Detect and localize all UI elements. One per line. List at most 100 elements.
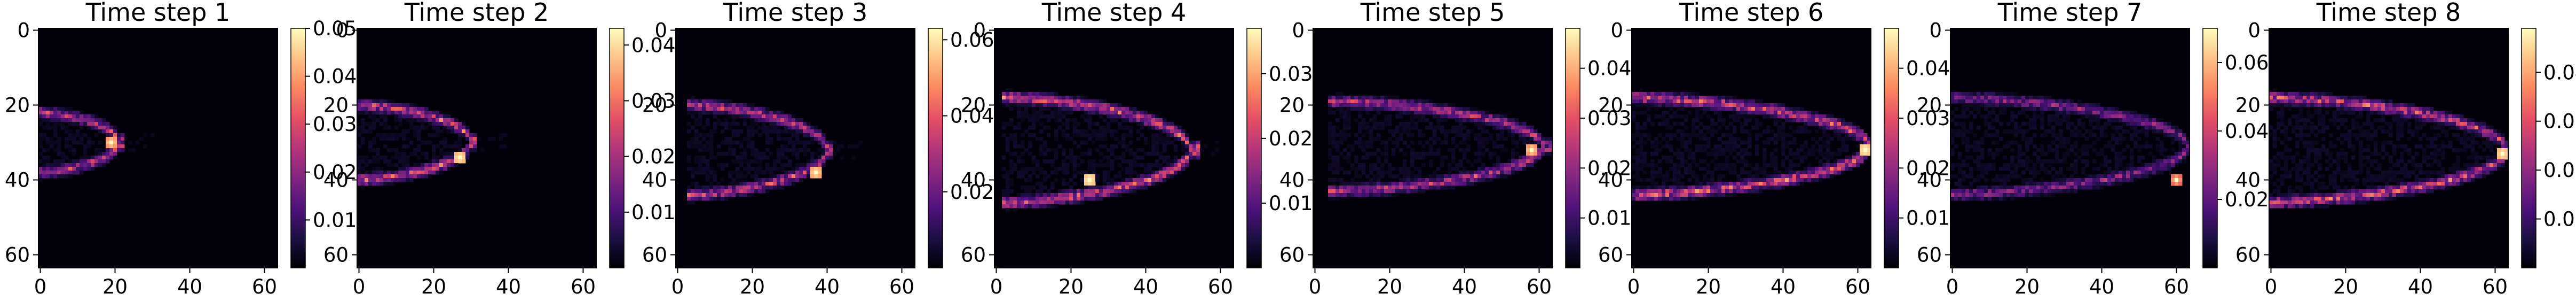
heatmap-cell xyxy=(421,114,425,119)
heatmap-cell xyxy=(1181,163,1186,167)
heatmap-cell xyxy=(1339,152,1344,156)
heatmap-cell xyxy=(1099,137,1103,141)
heatmap-cell xyxy=(1807,152,1812,156)
heatmap-cell xyxy=(451,129,455,134)
heatmap-cell xyxy=(2048,129,2052,134)
heatmap-cell xyxy=(1062,163,1066,167)
heatmap-cell xyxy=(1350,99,1355,104)
heatmap-cell xyxy=(1526,133,1530,137)
heatmap-cell xyxy=(1680,197,1685,201)
heatmap-cell xyxy=(803,163,807,167)
heatmap-cell xyxy=(2175,174,2179,179)
heatmap-cell xyxy=(1733,118,1737,122)
heatmap-cell xyxy=(1815,178,1819,182)
heatmap-cell xyxy=(1043,159,1047,164)
heatmap-cell xyxy=(2171,129,2175,134)
heatmap-cell xyxy=(1170,171,1174,175)
heatmap-cell xyxy=(1362,141,1366,145)
heatmap-cell xyxy=(1654,103,1658,107)
heatmap-cell xyxy=(799,126,803,130)
heatmap-cell xyxy=(1725,99,1729,104)
heatmap-cell xyxy=(1136,163,1141,167)
heatmap-cell xyxy=(724,141,729,145)
heatmap-cell xyxy=(1744,114,1748,119)
heatmap-cell xyxy=(2044,103,2048,107)
heatmap-cell xyxy=(1129,107,1133,111)
heatmap-cell xyxy=(2006,96,2011,100)
heatmap-cell xyxy=(1103,174,1107,179)
heatmap-cell xyxy=(721,163,725,167)
heatmap-cell xyxy=(1354,189,1358,194)
heatmap-cell xyxy=(1332,186,1336,190)
heatmap-cell xyxy=(1021,99,1025,104)
heatmap-cell xyxy=(1635,99,1640,104)
heatmap-cell xyxy=(1639,103,1643,107)
heatmap-cell xyxy=(2137,122,2142,126)
heatmap-cell xyxy=(1684,99,1688,104)
heatmap-cell xyxy=(2171,137,2175,141)
heatmap-cell xyxy=(469,133,473,137)
heatmap-cell xyxy=(1159,167,1163,171)
heatmap-cell xyxy=(1077,171,1081,175)
heatmap-cell xyxy=(477,137,481,141)
heatmap-cell xyxy=(1763,171,1767,175)
heatmap-cell xyxy=(2081,103,2085,107)
heatmap-cell xyxy=(2092,167,2097,171)
heatmap-cell xyxy=(1144,163,1148,167)
heatmap-cell xyxy=(717,182,721,186)
heatmap-cell xyxy=(413,103,417,107)
heatmap-cell xyxy=(1796,182,1800,186)
heatmap-cell xyxy=(702,144,706,149)
heatmap-cell xyxy=(1770,107,1774,111)
heatmap-cell xyxy=(1669,137,1673,141)
x-tick-label: 20 xyxy=(1377,275,1402,298)
heatmap-cell xyxy=(1118,156,1122,160)
heatmap-cell xyxy=(1763,129,1767,134)
heatmap-cell xyxy=(1047,92,1051,96)
heatmap-cell xyxy=(728,103,732,107)
heatmap-cell xyxy=(1740,129,1744,134)
heatmap-cell xyxy=(383,99,388,104)
heatmap-cell xyxy=(1995,118,2000,122)
heatmap-cell xyxy=(698,118,702,122)
heatmap-cell xyxy=(1692,174,1696,179)
heatmap-cell xyxy=(1196,141,1200,145)
heatmap-cell xyxy=(1977,96,1981,100)
heatmap-cell xyxy=(1151,174,1156,179)
heatmap-cell xyxy=(1159,137,1163,141)
heatmap-cell xyxy=(68,148,73,152)
heatmap-cell xyxy=(1129,118,1133,122)
heatmap-cell xyxy=(1635,171,1640,175)
heatmap-cell xyxy=(1103,186,1107,190)
heatmap-cell xyxy=(702,111,706,115)
heatmap-cell xyxy=(1444,186,1448,190)
heatmap-cell xyxy=(1373,152,1377,156)
heatmap-cell xyxy=(2010,99,2014,104)
heatmap-cell xyxy=(736,156,740,160)
heatmap-cell xyxy=(136,141,140,145)
heatmap-cell xyxy=(1740,152,1744,156)
heatmap-cell xyxy=(1185,152,1189,156)
heatmap-cell xyxy=(1500,118,1504,122)
heatmap-cell xyxy=(691,174,695,179)
heatmap-cell xyxy=(1748,178,1752,182)
heatmap-cell xyxy=(2134,167,2138,171)
heatmap-cell xyxy=(2096,114,2100,119)
heatmap-cell xyxy=(424,111,429,115)
heatmap-cell xyxy=(1537,148,1542,152)
heatmap-cell xyxy=(2003,92,2007,96)
heatmap-cell xyxy=(2119,118,2123,122)
heatmap-cell xyxy=(376,182,380,186)
heatmap-cell xyxy=(380,171,384,175)
heatmap-cell xyxy=(413,167,417,171)
heatmap-cell xyxy=(1166,163,1171,167)
heatmap-cell xyxy=(1362,107,1366,111)
heatmap-cell xyxy=(743,103,747,107)
heatmap-cell xyxy=(2051,114,2056,119)
heatmap-cell xyxy=(1796,126,1800,130)
heatmap-cell xyxy=(1410,189,1415,194)
heatmap-cell xyxy=(1009,182,1014,186)
heatmap-cell xyxy=(1144,137,1148,141)
heatmap-cell xyxy=(1980,174,1985,179)
heatmap-cell xyxy=(65,171,69,175)
